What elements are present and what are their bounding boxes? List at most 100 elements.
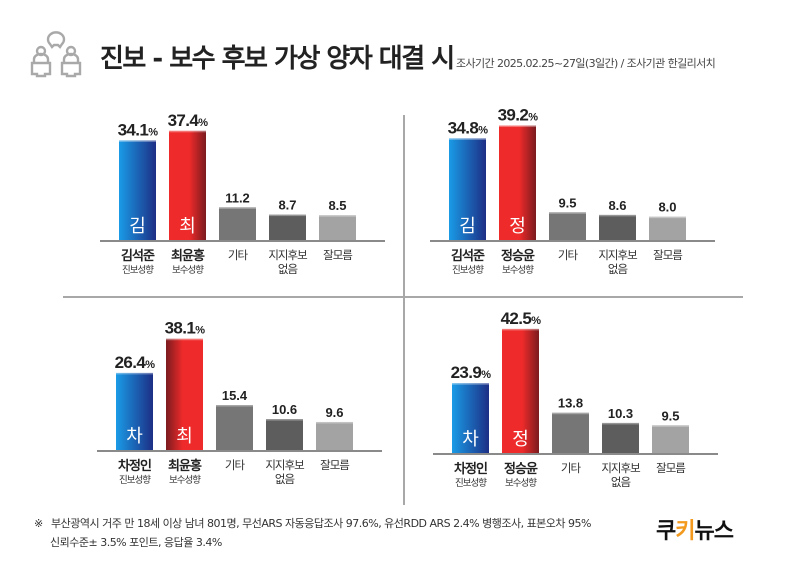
x-axis-baseline (97, 450, 382, 452)
bar (602, 422, 639, 453)
category-label: 진보성향 (452, 264, 484, 276)
footnote-text-2: 신뢰수준± 3.5% 포인트, 응답율 3.4% (50, 536, 222, 549)
category-label: 없음 (275, 472, 295, 486)
category-label: 잘모름 (320, 458, 349, 472)
value-label: 8.7 (278, 198, 296, 213)
value-label: 34.8% (448, 118, 489, 137)
bar-highlight (216, 405, 253, 407)
bar (216, 405, 253, 450)
value-label: 9.5 (558, 195, 576, 210)
bar (119, 140, 156, 240)
category-label: 보수성향 (169, 474, 201, 486)
value-label: 9.6 (325, 405, 343, 420)
value-label: 11.2 (225, 190, 250, 205)
value-number: 37.4 (168, 111, 200, 130)
bar-initial: 차 (462, 429, 479, 450)
bar-highlight (499, 125, 536, 128)
bar (169, 130, 206, 240)
value-unit: % (145, 359, 155, 371)
brand-part-3: 뉴스 (694, 519, 734, 544)
value-number: 39.2 (498, 106, 529, 125)
people-discussion-icon (30, 31, 82, 78)
bar (452, 383, 489, 453)
bar-highlight (116, 372, 153, 375)
bar (269, 214, 306, 240)
value-unit: % (478, 124, 488, 136)
bar-highlight (266, 419, 303, 421)
value-unit: % (528, 112, 538, 124)
category-label: 진보성향 (122, 264, 154, 276)
value-unit: % (148, 126, 158, 138)
bar-initial: 정 (509, 216, 526, 237)
bar-highlight (599, 214, 636, 217)
chart-top-right: 34.8% 김 김석준 진보성향 39.2% 정 정승윤 보수성향 9.5 기타 8.6 지지후보 없음… (430, 100, 750, 300)
category-label: 지지후보 (268, 248, 307, 262)
bar-highlight (502, 328, 539, 331)
page-title: 진보 - 보수 후보 가상 양자 대결 시 (100, 44, 455, 74)
chart-bottom-right: 23.9% 차 차정인 진보성향 42.5% 정 정승윤 보수성향 13.8 기타 10.3 지지후보… (433, 309, 753, 513)
x-axis-baseline (100, 240, 385, 242)
value-label: 10.6 (272, 402, 297, 417)
category-label: 김석준 (451, 249, 485, 264)
value-label: 8.6 (608, 198, 626, 213)
category-label: 최윤홍 (171, 248, 205, 264)
category-label: 없음 (278, 262, 298, 276)
value-unit: % (195, 325, 205, 337)
bar-initial: 정 (512, 429, 529, 450)
bar (649, 216, 686, 240)
bar (499, 125, 536, 240)
brand-part-1: 쿠 (656, 519, 676, 544)
vertical-divider (403, 115, 405, 505)
bar-highlight (549, 212, 586, 214)
value-unit: % (531, 315, 541, 327)
note-mark: ※ (34, 517, 43, 530)
bar-initial: 최 (176, 426, 193, 447)
value-label: 8.0 (658, 200, 676, 215)
value-label: 42.5% (501, 309, 542, 328)
bar-highlight (452, 383, 489, 385)
bar-highlight (552, 412, 589, 415)
value-number: 42.5 (501, 309, 532, 328)
bar (319, 215, 356, 240)
value-number: 23.9 (451, 363, 482, 382)
bar (599, 214, 636, 240)
value-number: 34.8 (448, 118, 479, 137)
bar (652, 425, 689, 453)
bar-initial: 최 (179, 216, 196, 237)
value-number: 34.1 (118, 120, 149, 139)
value-label: 37.4% (168, 111, 209, 130)
bar-highlight (602, 422, 639, 425)
category-label: 김석준 (121, 249, 155, 264)
bar-initial: 김 (129, 216, 146, 237)
footnote-text-1: 부산광역시 거주 만 18세 이상 남녀 801명, 무선ARS 자동응답조사 … (51, 517, 592, 530)
category-label: 기타 (225, 458, 246, 472)
value-label: 13.8 (558, 396, 583, 411)
category-label: 보수성향 (172, 264, 204, 276)
value-unit: % (198, 117, 208, 129)
value-label: 38.1% (165, 319, 206, 338)
category-label: 기타 (561, 461, 582, 475)
header: 진보 - 보수 후보 가상 양자 대결 시 조사기간 2025.02.25~27… (0, 0, 800, 90)
category-label: 정승윤 (504, 461, 538, 477)
category-label: 최윤홍 (168, 458, 202, 474)
bar-highlight (169, 130, 206, 133)
category-label: 기타 (558, 248, 579, 262)
category-label: 보수성향 (502, 264, 534, 276)
bar (552, 412, 589, 453)
value-label: 34.1% (118, 120, 159, 139)
bar-highlight (316, 421, 353, 424)
brand-part-2: 키 (675, 519, 695, 544)
x-axis-baseline (430, 240, 715, 242)
chart-bottom-left: 26.4% 차 차정인 진보성향 38.1% 최 최윤홍 보수성향 15.4 기타 10.6 지지후보… (97, 310, 417, 510)
footnote-line-1: ※ 부산광역시 거주 만 18세 이상 남녀 801명, 무선ARS 자동응답조… (34, 514, 592, 533)
value-label: 39.2% (498, 106, 539, 125)
category-label: 차정인 (118, 458, 151, 474)
bar (316, 421, 353, 450)
bar-highlight (449, 138, 486, 140)
category-label: 진보성향 (455, 477, 487, 489)
category-label: 지지후보 (265, 458, 304, 472)
